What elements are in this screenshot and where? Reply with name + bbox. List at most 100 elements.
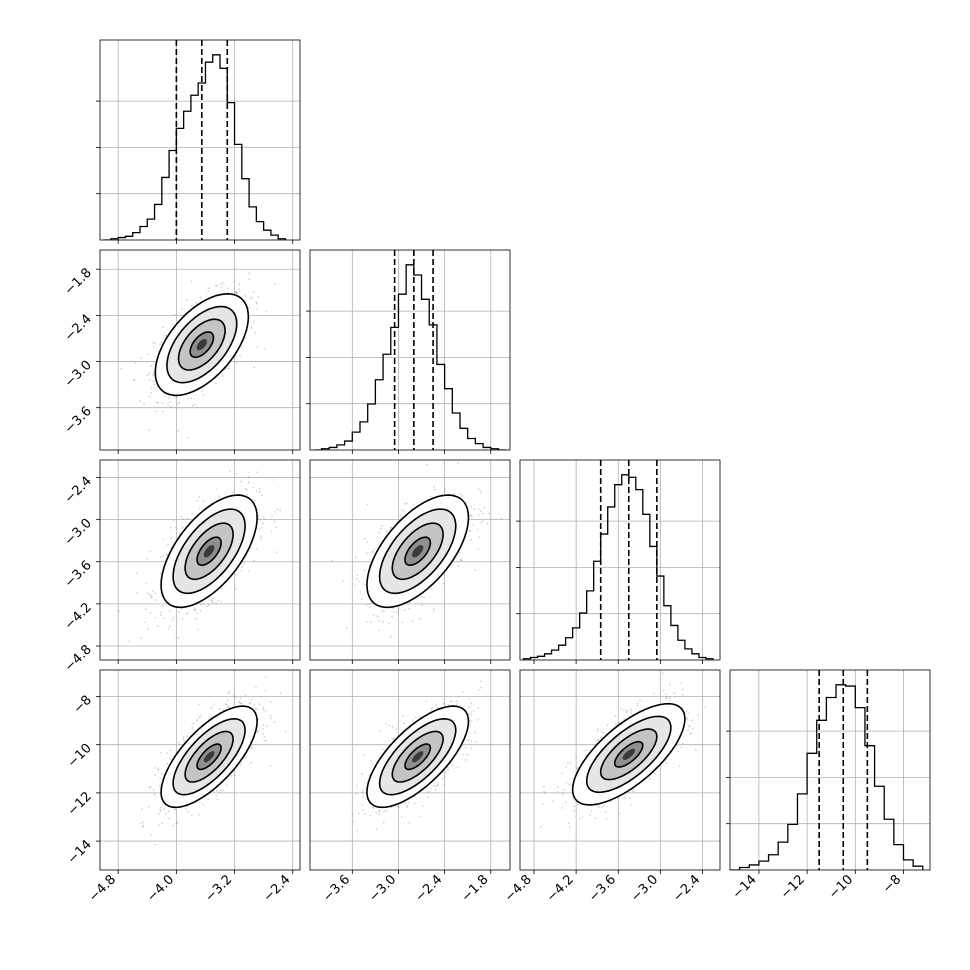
scatter-point: [354, 584, 357, 587]
scatter-point: [258, 490, 261, 493]
scatter-point: [248, 307, 251, 310]
scatter-point: [378, 619, 381, 622]
scatter-point: [152, 383, 155, 386]
scatter-point: [426, 791, 429, 793]
scatter-point: [196, 406, 199, 409]
scatter-point: [355, 784, 358, 787]
scatter-point: [472, 709, 475, 712]
scatter-point: [207, 290, 210, 293]
scatter-point: [629, 797, 631, 799]
scatter-point: [457, 564, 460, 567]
scatter-point: [685, 710, 688, 713]
scatter-point: [262, 727, 264, 730]
scatter-point: [186, 299, 189, 302]
scatter-point: [408, 821, 411, 824]
scatter-point: [469, 724, 472, 726]
scatter-point: [215, 794, 218, 797]
scatter-point: [392, 607, 394, 610]
scatter-point: [618, 721, 621, 724]
scatter-point: [172, 519, 175, 522]
scatter-point: [192, 722, 195, 725]
scatter-point: [247, 471, 250, 474]
scatter-point: [218, 791, 221, 794]
scatter-point: [215, 487, 218, 490]
y-tick-label: −10: [65, 741, 95, 771]
scatter-point: [221, 789, 224, 792]
scatter-point: [176, 821, 179, 824]
scatter-point: [154, 616, 157, 619]
scatter-point: [202, 803, 205, 806]
panel-3-2: −4.8 −4.2 −3.6 −3.0 −2.4: [502, 669, 730, 905]
scatter-point: [173, 808, 176, 811]
scatter-point: [193, 609, 196, 612]
scatter-point: [227, 692, 230, 695]
scatter-point: [144, 608, 147, 611]
contour-line: [366, 494, 470, 609]
scatter-point: [250, 699, 253, 701]
scatter-point: [364, 537, 366, 540]
scatter-point: [355, 793, 358, 796]
scatter-point: [431, 707, 434, 709]
scatter-point: [565, 781, 568, 784]
scatter-point: [145, 582, 148, 585]
scatter-point: [250, 747, 253, 750]
scatter-point: [564, 801, 567, 804]
scatter-point: [149, 550, 152, 553]
scatter-point: [400, 816, 403, 818]
scatter-point: [185, 807, 187, 810]
x-tick-label: −3.6: [320, 872, 353, 905]
scatter-point: [426, 463, 428, 466]
scatter-point: [679, 682, 682, 685]
scatter-point: [442, 582, 445, 585]
scatter-point: [432, 610, 435, 612]
scatter-point: [692, 727, 695, 730]
scatter-point: [461, 495, 464, 497]
scatter-point: [245, 489, 248, 491]
scatter-point: [429, 787, 432, 790]
scatter-point: [556, 786, 559, 789]
scatter-point: [159, 777, 162, 779]
scatter-point: [253, 559, 255, 562]
scatter-point: [235, 292, 237, 294]
scatter-point: [372, 551, 374, 553]
scatter-point: [182, 736, 185, 738]
x-tick-label: −4.8: [86, 872, 119, 905]
scatter-point: [244, 336, 247, 339]
scatter-point: [194, 608, 197, 611]
scatter-point: [403, 503, 406, 505]
scatter-point: [152, 341, 155, 344]
x-tick-label: −3.0: [366, 872, 399, 905]
scatter-point: [378, 629, 381, 632]
scatter-point: [256, 308, 259, 311]
scatter-point: [195, 617, 198, 620]
panel-3-0: −4.8 −4.0 −3.2 −2.4−14−12−10−8: [65, 669, 301, 905]
scatter-point: [458, 551, 461, 554]
scatter-point: [150, 594, 152, 597]
contour-line: [184, 522, 234, 581]
scatter-point: [383, 609, 386, 612]
scatter-point: [256, 346, 259, 348]
scatter-point: [173, 395, 176, 398]
scatter-point: [728, 684, 730, 686]
scatter-point: [139, 399, 142, 402]
scatter-point: [256, 471, 259, 474]
scatter-point: [233, 774, 236, 777]
scatter-point: [128, 639, 131, 642]
scatter-point: [543, 790, 546, 793]
panel-0-0: [96, 39, 301, 244]
scatter-point: [153, 767, 156, 769]
scatter-point: [569, 761, 572, 764]
scatter-point: [230, 774, 233, 777]
scatter-point: [369, 602, 371, 605]
scatter-point: [160, 341, 163, 344]
scatter-point: [233, 694, 235, 697]
scatter-point: [154, 843, 157, 846]
scatter-point: [264, 676, 267, 678]
scatter-point: [217, 599, 219, 602]
scatter-point: [450, 700, 453, 703]
scatter-point: [238, 290, 241, 293]
scatter-point: [210, 706, 213, 709]
scatter-point: [264, 709, 267, 712]
scatter-point: [284, 730, 287, 733]
